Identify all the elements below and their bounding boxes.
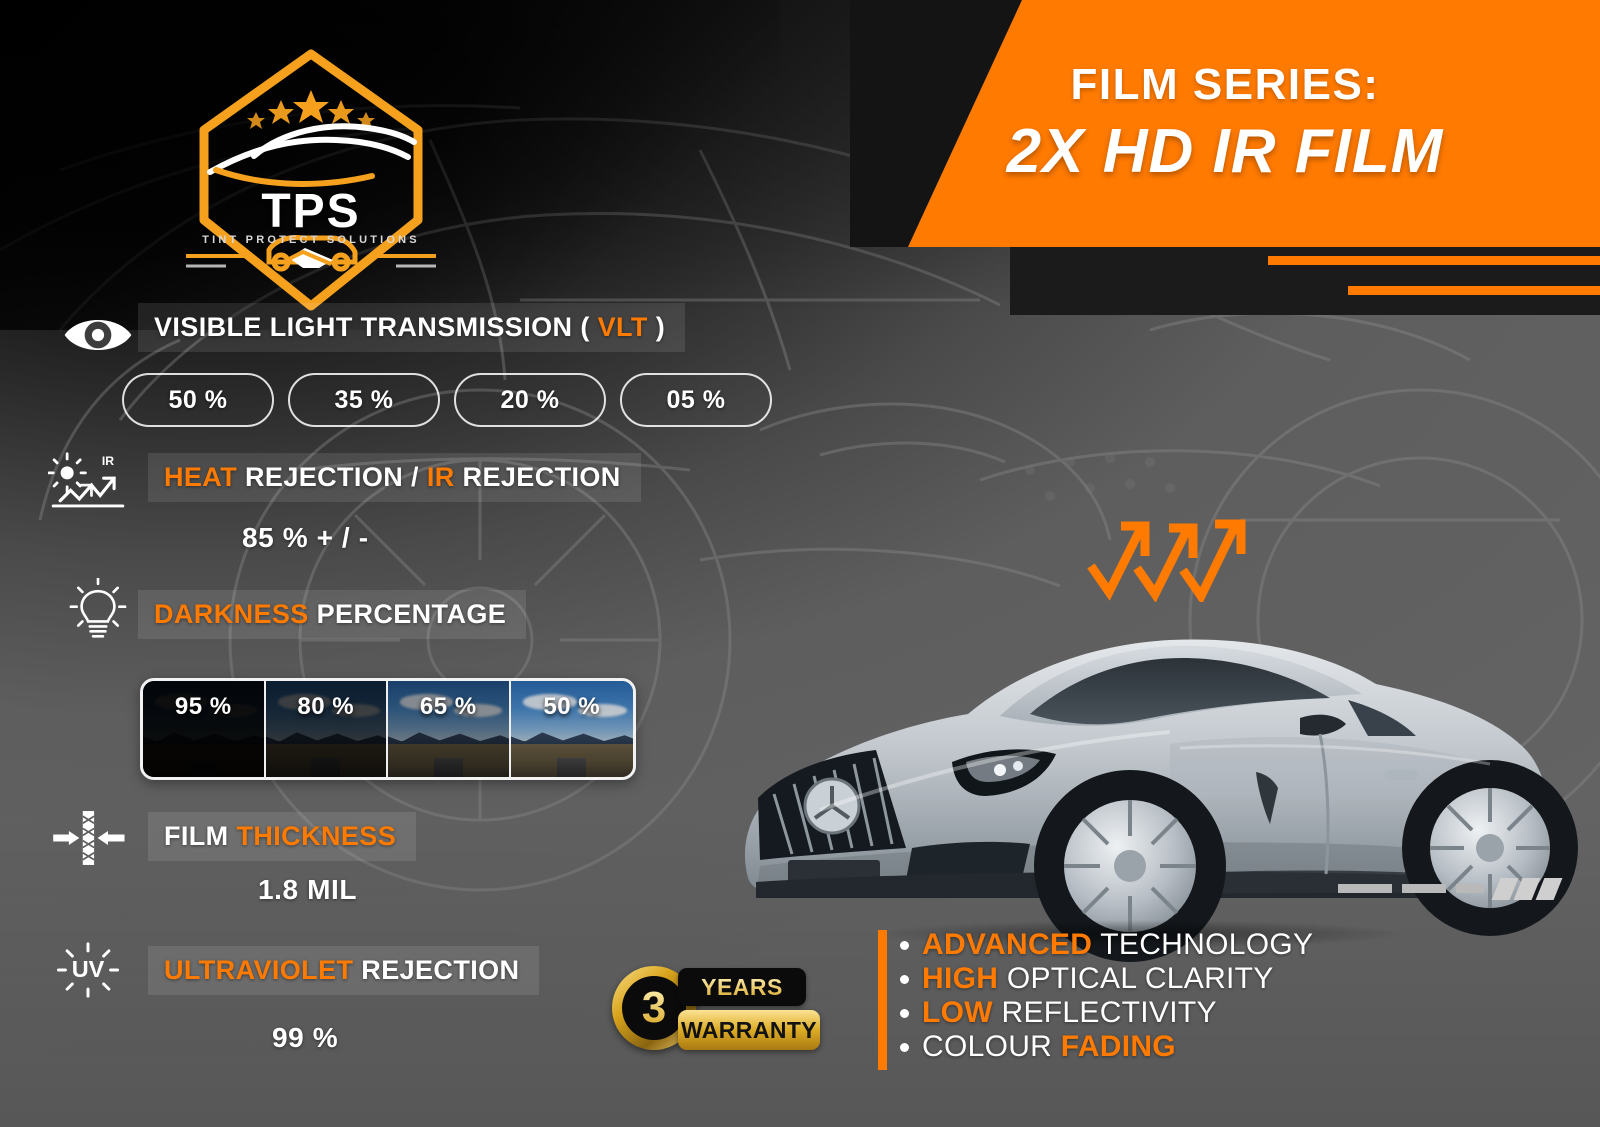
feature-accent-2: LOW <box>922 996 993 1029</box>
darkness-label-1: 80 % <box>297 693 355 720</box>
lightbulb-icon <box>69 578 127 638</box>
heat-label-accent1: HEAT <box>164 462 238 492</box>
vlt-option-row: 50 % 35 % 20 % 05 % <box>122 373 772 427</box>
vlt-label-chip: VISIBLE LIGHT TRANSMISSION ( VLT ) <box>138 303 686 352</box>
eye-icon <box>64 320 132 350</box>
warranty-years-text: YEARS <box>701 973 783 1000</box>
logo-tagline: TINT PROTECT SOLUTIONS <box>202 234 420 246</box>
background-dark-corner <box>0 0 780 330</box>
sun-ir-reflect-icon: IR <box>48 452 125 508</box>
feature-pre-3: COLOUR <box>922 1030 1061 1063</box>
accent-line-2 <box>1348 286 1600 295</box>
film-thickness-icon <box>53 811 125 865</box>
darkness-sample-3[interactable]: 50 % <box>510 681 633 777</box>
feature-accent-3: FADING <box>1060 1030 1176 1063</box>
feature-item-3: COLOUR FADING <box>899 1030 1313 1063</box>
feature-list-accent-rule <box>878 930 887 1070</box>
tps-logo: TPS TINT PROTECT SOLUTIONS <box>186 44 436 316</box>
feature-accent-1: HIGH <box>922 962 999 995</box>
heat-label-accent2: IR <box>426 462 455 492</box>
film-thickness-value: 1.8 MIL <box>258 874 358 905</box>
logo-brand-text: TPS <box>261 185 361 238</box>
vlt-option-3[interactable]: 05 % <box>620 373 772 427</box>
feature-rest-0: TECHNOLOGY <box>1092 928 1314 961</box>
darkness-sample-strip: 95 % 80 % 65 % <box>140 678 636 780</box>
heat-label-mid: REJECTION / <box>237 462 427 492</box>
vlt-label-suffix: ) <box>647 312 666 342</box>
tint-overlay-0 <box>143 681 264 777</box>
svg-text:UV: UV <box>72 956 105 982</box>
darkness-label-chip: DARKNESS PERCENTAGE <box>138 590 527 639</box>
vlt-label-prefix: VISIBLE LIGHT TRANSMISSION ( <box>154 312 598 342</box>
heat-label-chip: HEAT REJECTION / IR REJECTION <box>148 453 641 502</box>
uv-icon: UV <box>56 942 120 998</box>
thickness-label-chip: FILM THICKNESS <box>148 812 417 861</box>
landscape-scene <box>510 681 633 777</box>
feature-accent-0: ADVANCED <box>922 928 1093 961</box>
feature-rest-1: OPTICAL CLARITY <box>998 962 1274 995</box>
tint-overlay-3 <box>510 681 633 777</box>
uv-label-suffix: REJECTION <box>353 955 520 985</box>
svg-text:IR: IR <box>102 454 114 468</box>
spec-heat-rejection: IR HEAT REJECTION / IR REJECTION <box>48 447 641 508</box>
tint-overlay-1 <box>265 681 386 777</box>
film-series-label: FILM SERIES: <box>1070 60 1380 109</box>
darkness-sample-1[interactable]: 80 % <box>265 681 388 777</box>
warranty-circle-inner: 3 <box>622 976 686 1040</box>
warranty-word-chip: WARRANTY <box>678 1010 820 1050</box>
darkness-sample-0[interactable]: 95 % <box>143 681 266 777</box>
darkness-label-2: 65 % <box>419 693 477 720</box>
landscape-scene <box>388 681 509 777</box>
feature-item-1: HIGH OPTICAL CLARITY <box>899 962 1313 995</box>
vehicle-photo <box>700 548 1580 968</box>
thickness-label-accent: THICKNESS <box>236 821 397 851</box>
accent-line-1 <box>1268 256 1600 265</box>
darkness-sample-2[interactable]: 65 % <box>388 681 511 777</box>
spec-film-thickness: FILM THICKNESS <box>48 806 417 865</box>
header-text-block: FILM SERIES: 2X HD IR FILM <box>850 0 1600 247</box>
vlt-label-accent: VLT <box>597 312 648 342</box>
uv-label-chip: ULTRAVIOLET REJECTION <box>148 946 540 995</box>
tint-overlay-2 <box>388 681 509 777</box>
darkness-label-0: 95 % <box>174 693 232 720</box>
spec-darkness: DARKNESS PERCENTAGE <box>58 578 527 639</box>
feature-list: ADVANCED TECHNOLOGY HIGH OPTICAL CLARITY… <box>878 928 1314 1070</box>
uv-rejection-value: 99 % <box>272 1022 339 1053</box>
thickness-label-prefix: FILM <box>164 821 237 851</box>
warranty-number: 3 <box>641 983 667 1032</box>
ir-heat-reflection-arrows <box>1087 519 1246 602</box>
shield-crest-icon <box>186 49 436 311</box>
feature-item-0: ADVANCED TECHNOLOGY <box>899 928 1314 961</box>
warranty-years-chip: YEARS <box>678 968 806 1006</box>
feature-item-2: LOW REFLECTIVITY <box>899 996 1313 1029</box>
speed-dashes-decoration <box>1338 878 1563 900</box>
vlt-option-1[interactable]: 35 % <box>288 373 440 427</box>
vlt-option-0[interactable]: 50 % <box>122 373 274 427</box>
darkness-label-accent: DARKNESS <box>154 599 309 629</box>
warranty-word-text: WARRANTY <box>680 1016 818 1043</box>
spec-uv-rejection: UV ULTRAVIOLET REJECTION <box>48 938 540 998</box>
mercedes-amg-gt-illustration <box>744 639 1578 962</box>
darkness-label-3: 50 % <box>543 693 601 720</box>
heat-rejection-value: 85 % + / - <box>242 522 369 553</box>
darkness-label-suffix: PERCENTAGE <box>308 599 507 629</box>
spec-vlt: VISIBLE LIGHT TRANSMISSION ( VLT ) <box>58 303 686 352</box>
film-name-title: 2X HD IR FILM <box>1006 117 1444 186</box>
vlt-option-2[interactable]: 20 % <box>454 373 606 427</box>
heat-label-suffix: REJECTION <box>454 462 621 492</box>
feature-rest-2: REFLECTIVITY <box>992 996 1217 1029</box>
uv-label-accent: ULTRAVIOLET <box>164 955 354 985</box>
warranty-badge: 3 YEARS WARRANTY <box>612 962 820 1054</box>
header-orange-banner <box>908 0 1600 247</box>
